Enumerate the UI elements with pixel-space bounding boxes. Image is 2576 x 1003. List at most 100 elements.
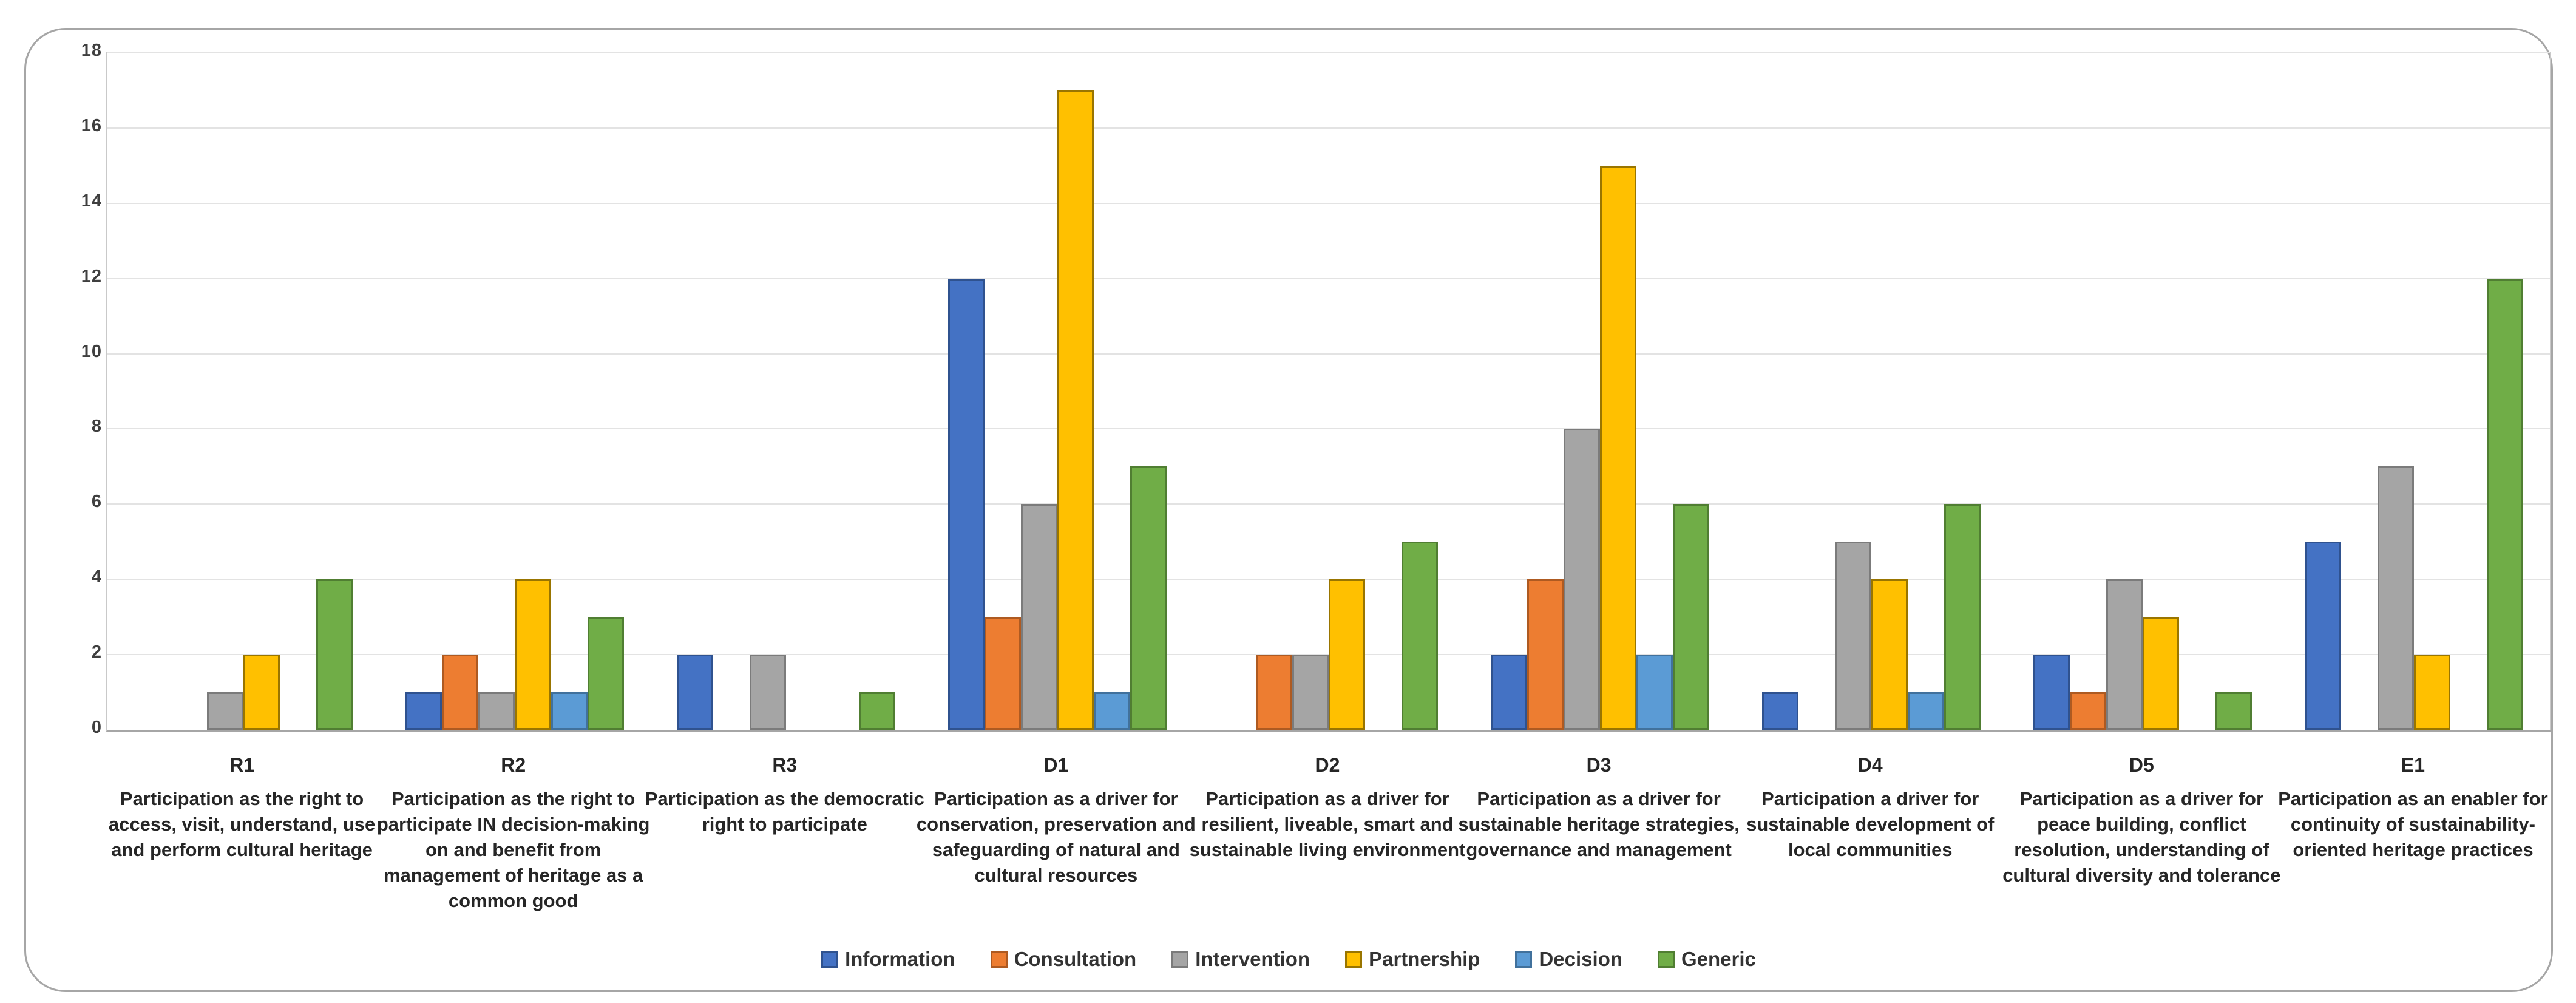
bar-group-R2 bbox=[379, 53, 650, 730]
bar-D2-intervention bbox=[1292, 654, 1329, 730]
bar-E1-information bbox=[2305, 542, 2342, 730]
category-code-R1: R1 bbox=[229, 754, 255, 776]
legend-item-generic: Generic bbox=[1658, 948, 1756, 971]
bar-D1-intervention bbox=[1020, 504, 1057, 730]
bar-D3-decision bbox=[1636, 654, 1673, 730]
legend-swatch-information-icon bbox=[821, 951, 839, 968]
bar-R2-decision bbox=[551, 692, 588, 730]
bar-E1-intervention bbox=[2378, 466, 2415, 730]
bar-D1-generic bbox=[1130, 466, 1167, 730]
bar-D3-intervention bbox=[1564, 429, 1601, 730]
bar-group-D2 bbox=[1193, 53, 1464, 730]
bar-group-D5 bbox=[2007, 53, 2279, 730]
bar-D1-information bbox=[947, 278, 985, 730]
y-tick-label: 4 bbox=[91, 567, 102, 587]
bar-group-R1 bbox=[107, 53, 379, 730]
category-code-R3: R3 bbox=[772, 754, 798, 776]
bar-group-D1 bbox=[921, 53, 1193, 730]
bar-R2-partnership bbox=[514, 579, 551, 730]
gridline bbox=[107, 127, 2550, 129]
category-label-D3: D3 Participation as a driver for sustaina… bbox=[1456, 752, 1741, 863]
category-description-E1: Participation as an enabler for continui… bbox=[2278, 788, 2548, 860]
legend-swatch-partnership-icon bbox=[1345, 951, 1363, 968]
bar-R3-generic bbox=[858, 692, 895, 730]
plot-area bbox=[106, 52, 2551, 732]
y-tick-label: 12 bbox=[81, 266, 102, 286]
category-description-R3: Participation as the democratic right to… bbox=[645, 788, 924, 835]
category-description-D5: Participation as a driver for peace buil… bbox=[2002, 788, 2281, 886]
legend-item-intervention: Intervention bbox=[1171, 948, 1310, 971]
y-tick-label: 8 bbox=[91, 416, 102, 437]
y-tick-label: 18 bbox=[81, 41, 102, 60]
bar-R2-information bbox=[405, 692, 442, 730]
bar-D3-generic bbox=[1673, 504, 1710, 730]
y-tick-label: 2 bbox=[91, 642, 102, 662]
category-description-D3: Participation as a driver for sustainabl… bbox=[1458, 788, 1740, 860]
gridline bbox=[107, 277, 2550, 279]
bar-D4-information bbox=[1762, 692, 1799, 730]
bar-D1-consultation bbox=[984, 617, 1021, 730]
legend-item-decision: Decision bbox=[1515, 948, 1622, 971]
gridline bbox=[107, 428, 2550, 430]
bar-R1-generic bbox=[316, 579, 353, 730]
bar-D5-generic bbox=[2215, 692, 2252, 730]
legend-label-consultation: Consultation bbox=[1014, 948, 1137, 970]
legend-swatch-consultation-icon bbox=[990, 951, 1008, 968]
category-label-D4: D4 Participation a driver for sustainable… bbox=[1727, 752, 2013, 863]
category-label-E1: E1 Participation as an enabler for contin… bbox=[2270, 752, 2555, 863]
bar-group-D4 bbox=[1736, 53, 2007, 730]
legend-item-consultation: Consultation bbox=[990, 948, 1137, 971]
bar-group-E1 bbox=[2279, 53, 2550, 730]
legend-swatch-generic-icon bbox=[1658, 951, 1675, 968]
category-description-D4: Participation a driver for sustainable d… bbox=[1746, 788, 1995, 860]
legend-label-intervention: Intervention bbox=[1195, 948, 1310, 970]
y-tick-label: 6 bbox=[91, 492, 102, 512]
bar-E1-partnership bbox=[2414, 654, 2451, 730]
category-label-D2: D2 Participation as a driver for resilien… bbox=[1185, 752, 1470, 863]
category-description-R2: Participation as the right to participat… bbox=[376, 788, 650, 911]
chart-figure: 0 2 4 6 8 10 12 14 16 18 R1 Participation as the r… bbox=[24, 28, 2553, 992]
bar-D1-partnership bbox=[1057, 90, 1094, 730]
legend-swatch-intervention-icon bbox=[1171, 951, 1189, 968]
bar-D2-partnership bbox=[1328, 579, 1365, 730]
bar-D4-partnership bbox=[1871, 579, 1908, 730]
category-code-R2: R2 bbox=[501, 754, 526, 776]
bar-R1-intervention bbox=[206, 692, 243, 730]
category-label-R3: R3 Participation as the democratic right … bbox=[642, 752, 927, 837]
legend-label-generic: Generic bbox=[1681, 948, 1756, 970]
bar-D4-intervention bbox=[1835, 542, 1872, 730]
y-tick-label: 10 bbox=[81, 341, 102, 361]
bar-R2-generic bbox=[587, 617, 624, 730]
bar-D2-consultation bbox=[1255, 654, 1292, 730]
bar-R3-information bbox=[676, 654, 713, 730]
legend-swatch-decision-icon bbox=[1515, 951, 1533, 968]
gridline bbox=[107, 503, 2550, 505]
x-axis-category-labels: R1 Participation as the right to access, … bbox=[106, 752, 2549, 934]
category-label-R1: R1 Participation as the right to access, … bbox=[100, 752, 385, 863]
bar-D2-generic bbox=[1401, 542, 1438, 730]
bar-group-D3 bbox=[1465, 53, 1736, 730]
gridline bbox=[107, 52, 2550, 53]
bar-R3-intervention bbox=[749, 654, 786, 730]
bar-R1-partnership bbox=[243, 654, 280, 730]
bar-R2-consultation bbox=[441, 654, 478, 730]
bar-D5-intervention bbox=[2106, 579, 2143, 730]
legend: Information Consultation Intervention Partn… bbox=[26, 948, 2551, 971]
legend-item-information: Information bbox=[821, 948, 955, 971]
bar-D5-information bbox=[2033, 654, 2070, 730]
gridline bbox=[107, 353, 2550, 355]
bar-D3-information bbox=[1491, 654, 1528, 730]
category-label-R2: R2 Participation as the right to particip… bbox=[371, 752, 656, 914]
bar-E1-generic bbox=[2487, 278, 2524, 730]
y-tick-label: 16 bbox=[81, 115, 102, 135]
y-tick-label: 0 bbox=[91, 718, 102, 737]
bar-D3-partnership bbox=[1600, 165, 1637, 730]
bar-D4-generic bbox=[1944, 504, 1981, 730]
bar-group-R3 bbox=[650, 53, 921, 730]
category-code-D5: D5 bbox=[2129, 754, 2154, 776]
category-description-R1: Participation as the right to access, vi… bbox=[108, 788, 376, 860]
category-code-D3: D3 bbox=[1586, 754, 1612, 776]
gridline bbox=[107, 202, 2550, 204]
bar-D5-consultation bbox=[2070, 692, 2107, 730]
legend-label-information: Information bbox=[845, 948, 955, 970]
